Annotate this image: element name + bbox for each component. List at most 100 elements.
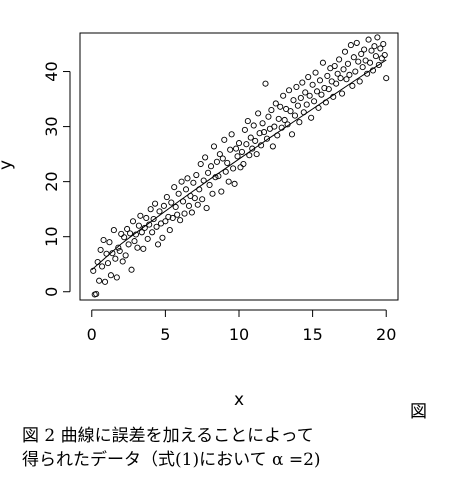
- data-point: [294, 102, 301, 109]
- data-point: [106, 239, 113, 246]
- data-point: [231, 180, 238, 187]
- data-point: [340, 66, 347, 73]
- data-point: [178, 178, 185, 185]
- x-tick-label: 20: [376, 325, 396, 344]
- data-point: [185, 202, 192, 209]
- data-point: [274, 132, 281, 139]
- data-point: [271, 123, 278, 130]
- data-point: [207, 163, 215, 170]
- data-point: [216, 151, 223, 158]
- data-point: [122, 252, 129, 259]
- data-point: [375, 61, 382, 68]
- data-point: [253, 151, 260, 158]
- data-point: [138, 229, 145, 236]
- data-point: [225, 178, 232, 185]
- data-point: [143, 214, 150, 222]
- data-point: [202, 154, 209, 161]
- data-point: [343, 76, 350, 83]
- data-point: [290, 97, 297, 104]
- data-point: [134, 244, 141, 251]
- data-point: [127, 230, 134, 237]
- data-point: [144, 235, 151, 242]
- data-point: [281, 116, 288, 124]
- fit-line: [91, 59, 387, 271]
- data-point: [147, 206, 154, 213]
- data-point: [224, 159, 231, 166]
- data-point: [359, 64, 366, 71]
- data-point: [132, 231, 139, 238]
- data-point: [174, 211, 181, 218]
- data-point: [115, 244, 122, 251]
- data-point: [125, 241, 132, 248]
- data-point: [131, 238, 138, 245]
- y-axis: 0 10 20 30 40: [42, 61, 71, 297]
- data-point: [209, 190, 216, 197]
- figure-caption: 図 2 曲線に誤差を加えることによって 得られたデータ（式(1)において α =…: [22, 424, 432, 472]
- data-point: [278, 124, 285, 131]
- data-point: [163, 194, 170, 201]
- data-point: [96, 277, 103, 284]
- data-point: [303, 101, 310, 108]
- data-point: [100, 236, 107, 244]
- data-point: [377, 45, 384, 52]
- data-point: [149, 229, 156, 236]
- y-tick-label: 30: [42, 116, 61, 136]
- data-point: [109, 250, 116, 257]
- data-point: [218, 188, 225, 195]
- data-point: [194, 201, 201, 208]
- data-point: [119, 258, 126, 265]
- data-point: [368, 47, 375, 54]
- data-point: [121, 234, 128, 241]
- data-point: [308, 114, 315, 121]
- data-point: [152, 200, 159, 207]
- data-point: [280, 92, 287, 99]
- data-point: [169, 214, 176, 222]
- data-point: [277, 103, 284, 110]
- data-point: [272, 100, 279, 107]
- data-point: [319, 59, 326, 66]
- data-point: [124, 225, 131, 233]
- data-point: [246, 152, 253, 159]
- data-point: [312, 69, 319, 76]
- data-point: [288, 131, 296, 138]
- caption-line-1: 図 2 曲線に誤差を加えることによって: [22, 426, 314, 446]
- data-point: [259, 120, 266, 127]
- data-point: [333, 80, 340, 87]
- data-point: [177, 217, 184, 224]
- data-point: [364, 70, 371, 77]
- y-tick-label: 20: [42, 171, 61, 191]
- data-point: [137, 212, 144, 219]
- data-point: [355, 58, 362, 65]
- data-point: [315, 104, 322, 111]
- y-tick-label: 40: [42, 61, 61, 81]
- data-point: [300, 109, 307, 116]
- data-point: [258, 142, 265, 149]
- data-point: [380, 40, 387, 48]
- data-point: [93, 290, 100, 297]
- data-point: [256, 130, 263, 137]
- data-point: [302, 89, 309, 96]
- data-point: [353, 39, 360, 46]
- data-point: [172, 203, 179, 211]
- data-point: [215, 173, 222, 180]
- data-point: [352, 68, 359, 75]
- data-point: [247, 134, 254, 141]
- data-point: [262, 80, 269, 87]
- data-point: [199, 196, 206, 203]
- data-point: [383, 75, 390, 82]
- data-point: [299, 79, 306, 86]
- data-point: [331, 62, 338, 70]
- data-point: [160, 202, 167, 209]
- x-tick-label: 5: [160, 325, 170, 344]
- data-point: [316, 77, 324, 84]
- data-point: [107, 272, 114, 279]
- data-point: [349, 82, 356, 89]
- data-point: [228, 131, 235, 138]
- data-point: [184, 175, 191, 182]
- data-point: [244, 118, 251, 125]
- data-point: [313, 88, 321, 95]
- data-point: [219, 155, 226, 162]
- data-point: [356, 78, 363, 85]
- data-point: [293, 83, 300, 91]
